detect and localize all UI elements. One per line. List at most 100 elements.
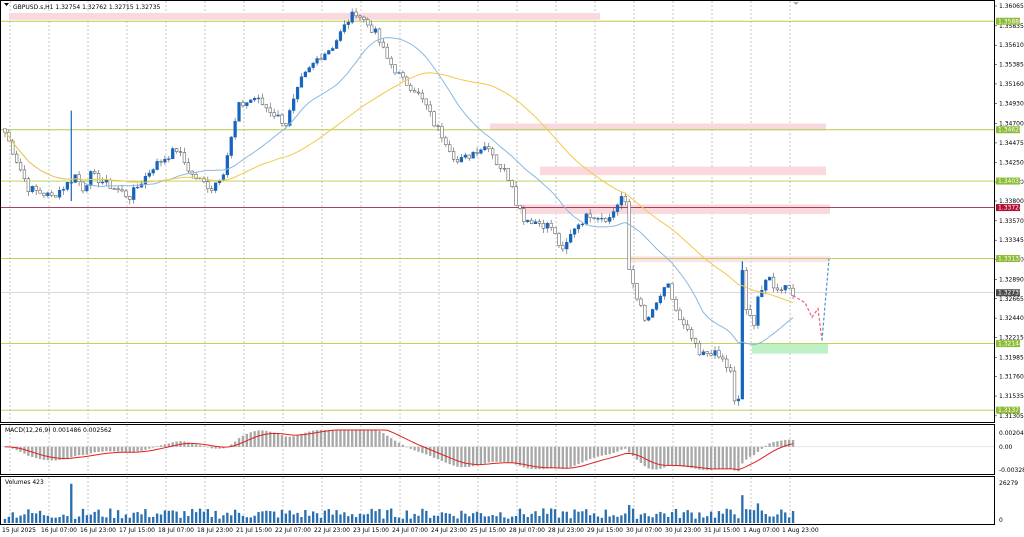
candle-body [557, 233, 561, 246]
macd-bar [362, 430, 366, 447]
macd-bar [780, 440, 783, 447]
volume-bar [452, 515, 455, 523]
volume-bar [639, 514, 643, 523]
volume-bar [429, 517, 432, 523]
macd-bar [3, 446, 7, 448]
macd-bar [77, 446, 81, 456]
macd-y-tick-label: 0.002044 [999, 430, 1024, 437]
volume-bar [343, 512, 346, 523]
y-tick-label: 1.31305 [999, 413, 1024, 420]
volume-bar [499, 512, 502, 523]
supply-zone [540, 166, 826, 176]
macd-bar [304, 432, 307, 447]
volume-bar [475, 511, 479, 523]
x-tick-label: 1 Aug 23:00 [782, 527, 819, 534]
candle-body [276, 114, 280, 117]
candle-body [311, 62, 315, 68]
macd-bar [709, 446, 713, 471]
macd-bar [405, 446, 408, 448]
candle-body [50, 192, 54, 196]
volume-bar [23, 514, 26, 523]
volume-bar [460, 510, 463, 523]
candle-body [120, 189, 124, 192]
volume-bar [167, 510, 170, 523]
macd-title: MACD(12,26,9) 0.001486 0.002562 [5, 427, 112, 434]
volume-bar [682, 512, 685, 523]
volume-bar [288, 510, 291, 523]
macd-bar [74, 446, 77, 456]
volume-bar [577, 511, 580, 523]
volume-bar [768, 516, 771, 523]
candle-body [323, 53, 327, 61]
volume-bar [491, 514, 494, 523]
candle-body [315, 58, 319, 64]
volume-bar [612, 515, 615, 523]
volume-bar [124, 514, 128, 523]
volume-bar [776, 514, 779, 523]
level-tag [996, 177, 1020, 185]
macd-bar [717, 446, 721, 470]
volume-bar [717, 511, 721, 523]
level-tag-label: 1.33724 [998, 205, 1023, 212]
volume-bar [66, 516, 69, 523]
macd-bar [292, 436, 295, 447]
volume-bar [542, 508, 545, 523]
macd-bar [772, 442, 775, 447]
volume-bar [647, 516, 650, 523]
candle-body [93, 171, 97, 174]
macd-y-tick-label: 0.00 [999, 444, 1013, 451]
y-tick-label: 1.36065 [999, 3, 1024, 10]
volume-bar [70, 483, 73, 523]
level-tag [996, 340, 1020, 348]
x-tick-label: 16 Jul 23:00 [80, 527, 116, 534]
macd-bar [417, 446, 420, 452]
macd-bar [58, 446, 61, 460]
volume-bar [382, 518, 385, 523]
macd-bar [729, 446, 732, 469]
volume-bar [667, 516, 670, 523]
macd-bar [284, 436, 288, 447]
volume-bar [362, 514, 366, 523]
candle-body [756, 296, 760, 326]
volume-bar [530, 513, 533, 523]
candle-body [30, 186, 34, 192]
volume-bar [19, 515, 22, 523]
scroll-marker-icon[interactable] [793, 2, 799, 5]
candle-body [237, 102, 241, 122]
macd-bar [768, 443, 771, 447]
forecast-up-path [821, 258, 830, 341]
candle-body [377, 28, 382, 43]
volume-bar [764, 514, 767, 523]
macd-bar [764, 445, 767, 447]
volume-bar [109, 508, 112, 523]
volume-bar [698, 512, 701, 523]
candle-body [674, 299, 678, 311]
macd-bar [612, 446, 615, 453]
candle-body [272, 112, 276, 117]
collapse-icon[interactable] [4, 3, 9, 6]
candle-body [526, 219, 530, 223]
volume-bar [202, 511, 206, 523]
candle-body [385, 46, 389, 59]
macd-bar [34, 446, 38, 459]
macd-bar [690, 446, 693, 469]
candle-body [467, 154, 471, 159]
candle-body [292, 98, 296, 111]
x-tick-label: 1 Aug 07:00 [743, 527, 780, 534]
candle-body [268, 107, 272, 113]
x-tick-label: 21 Jul 15:00 [236, 527, 272, 534]
candle-body [689, 329, 694, 339]
candle-body [342, 24, 346, 32]
supply-demand-zones [9, 12, 830, 354]
macd-bar [140, 446, 143, 451]
candle-body [416, 91, 421, 94]
macd-bar [230, 444, 233, 447]
macd-signal-line [4, 429, 794, 471]
macd-bar [315, 430, 319, 447]
volume-bar [296, 512, 299, 523]
candle-body [34, 186, 38, 191]
candle-body [241, 102, 245, 106]
volume-bar [155, 513, 159, 523]
candle-body [151, 169, 155, 174]
